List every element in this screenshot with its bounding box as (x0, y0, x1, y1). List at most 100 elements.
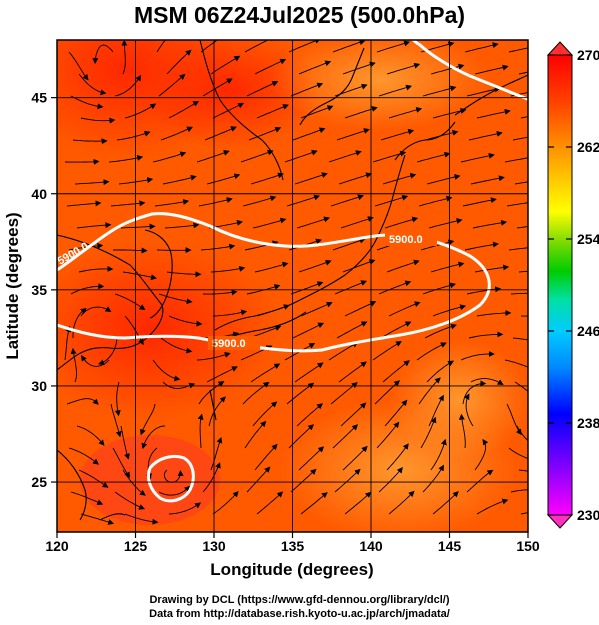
streamline (113, 247, 148, 254)
streamline (68, 242, 104, 251)
streamline (210, 265, 246, 273)
streamline (508, 47, 528, 53)
colorbar-label: 270 (577, 47, 599, 63)
streamline (242, 195, 277, 207)
streamline (466, 86, 501, 97)
streamline (290, 281, 324, 295)
streamline (156, 40, 166, 53)
streamline (504, 157, 528, 163)
colorbar-label: 230 (577, 507, 599, 523)
streamline (476, 498, 509, 515)
streamline (248, 126, 282, 141)
contour-line-north (411, 40, 528, 101)
streamline (388, 106, 423, 119)
streamline (110, 200, 146, 207)
streamline (80, 117, 116, 124)
streamline (516, 226, 528, 229)
streamline (382, 172, 417, 185)
korea-coast (144, 229, 173, 319)
streamline (372, 341, 402, 361)
streamline (97, 337, 118, 366)
streamline (460, 152, 495, 163)
streamline (430, 438, 447, 471)
streamline (300, 492, 328, 515)
x-tick-label: 120 (45, 538, 69, 554)
colorbar-label: 238 (577, 415, 599, 431)
streamline (288, 40, 321, 53)
streamline (66, 398, 99, 405)
streamline (458, 413, 466, 449)
streamline (380, 128, 415, 141)
streamline (70, 491, 104, 505)
streamline (76, 425, 105, 446)
y-tick-label: 45 (31, 90, 47, 106)
luzon-coast (99, 513, 126, 521)
contour-5900 (57, 40, 528, 503)
colorbar-bottom-arrow (546, 514, 574, 529)
streamline (432, 304, 467, 317)
streamline (472, 219, 508, 229)
streamline (384, 399, 408, 427)
y-tick-label: 35 (31, 282, 47, 298)
streamline (212, 102, 245, 119)
streamline (508, 247, 528, 251)
colorbar-label: 254 (577, 231, 599, 247)
plot-area: 5900.0 5900.0 5900.0 (57, 40, 528, 532)
streamline (344, 491, 372, 515)
x-tick-label: 145 (438, 538, 462, 554)
streamline (374, 194, 409, 207)
streamline (110, 403, 122, 438)
streamline (252, 217, 287, 229)
streamline (332, 237, 366, 251)
streamline (430, 261, 465, 273)
streamline (72, 138, 108, 145)
streamline (168, 101, 200, 119)
x-tick-label: 125 (124, 538, 148, 554)
streamline (340, 402, 367, 427)
primorye-coast (199, 40, 284, 181)
streamline (65, 158, 100, 165)
streamline (197, 413, 204, 449)
streamline (344, 301, 377, 317)
streamline (112, 447, 131, 479)
streamline (462, 197, 497, 207)
streamline (426, 360, 455, 383)
streamline (518, 270, 528, 273)
streamline (202, 78, 233, 97)
streamline (424, 323, 457, 339)
streamline (388, 490, 415, 515)
streamline (372, 150, 407, 163)
streamline (386, 443, 409, 471)
streamline (470, 378, 504, 386)
ryukyu-islands (209, 389, 217, 421)
streamline (212, 490, 239, 515)
streamline (332, 424, 359, 449)
x-tick-label: 135 (281, 538, 305, 554)
y-tick-label: 25 (31, 474, 47, 490)
streamline (476, 309, 512, 317)
streamline (288, 424, 315, 449)
streamline (114, 74, 142, 97)
streamline (66, 200, 102, 207)
streamline (68, 447, 99, 465)
streamline (344, 106, 378, 119)
grid (57, 40, 528, 532)
streamline (158, 73, 186, 97)
streamline (338, 361, 367, 383)
streamline (286, 382, 315, 405)
streamline (139, 403, 156, 436)
streamline (520, 512, 528, 515)
streamline (290, 82, 324, 97)
streamline (158, 293, 193, 305)
streamline (206, 173, 241, 185)
streamline (388, 301, 421, 317)
streamline (108, 154, 144, 163)
streamline (250, 363, 281, 383)
streamline (342, 61, 376, 75)
contour-line-main (57, 212, 491, 353)
colorbar: 270 262 254 246 238 230 (546, 41, 599, 529)
x-tick-label: 140 (359, 538, 383, 554)
y-tick-label: 30 (31, 378, 47, 394)
streamline (120, 425, 130, 460)
